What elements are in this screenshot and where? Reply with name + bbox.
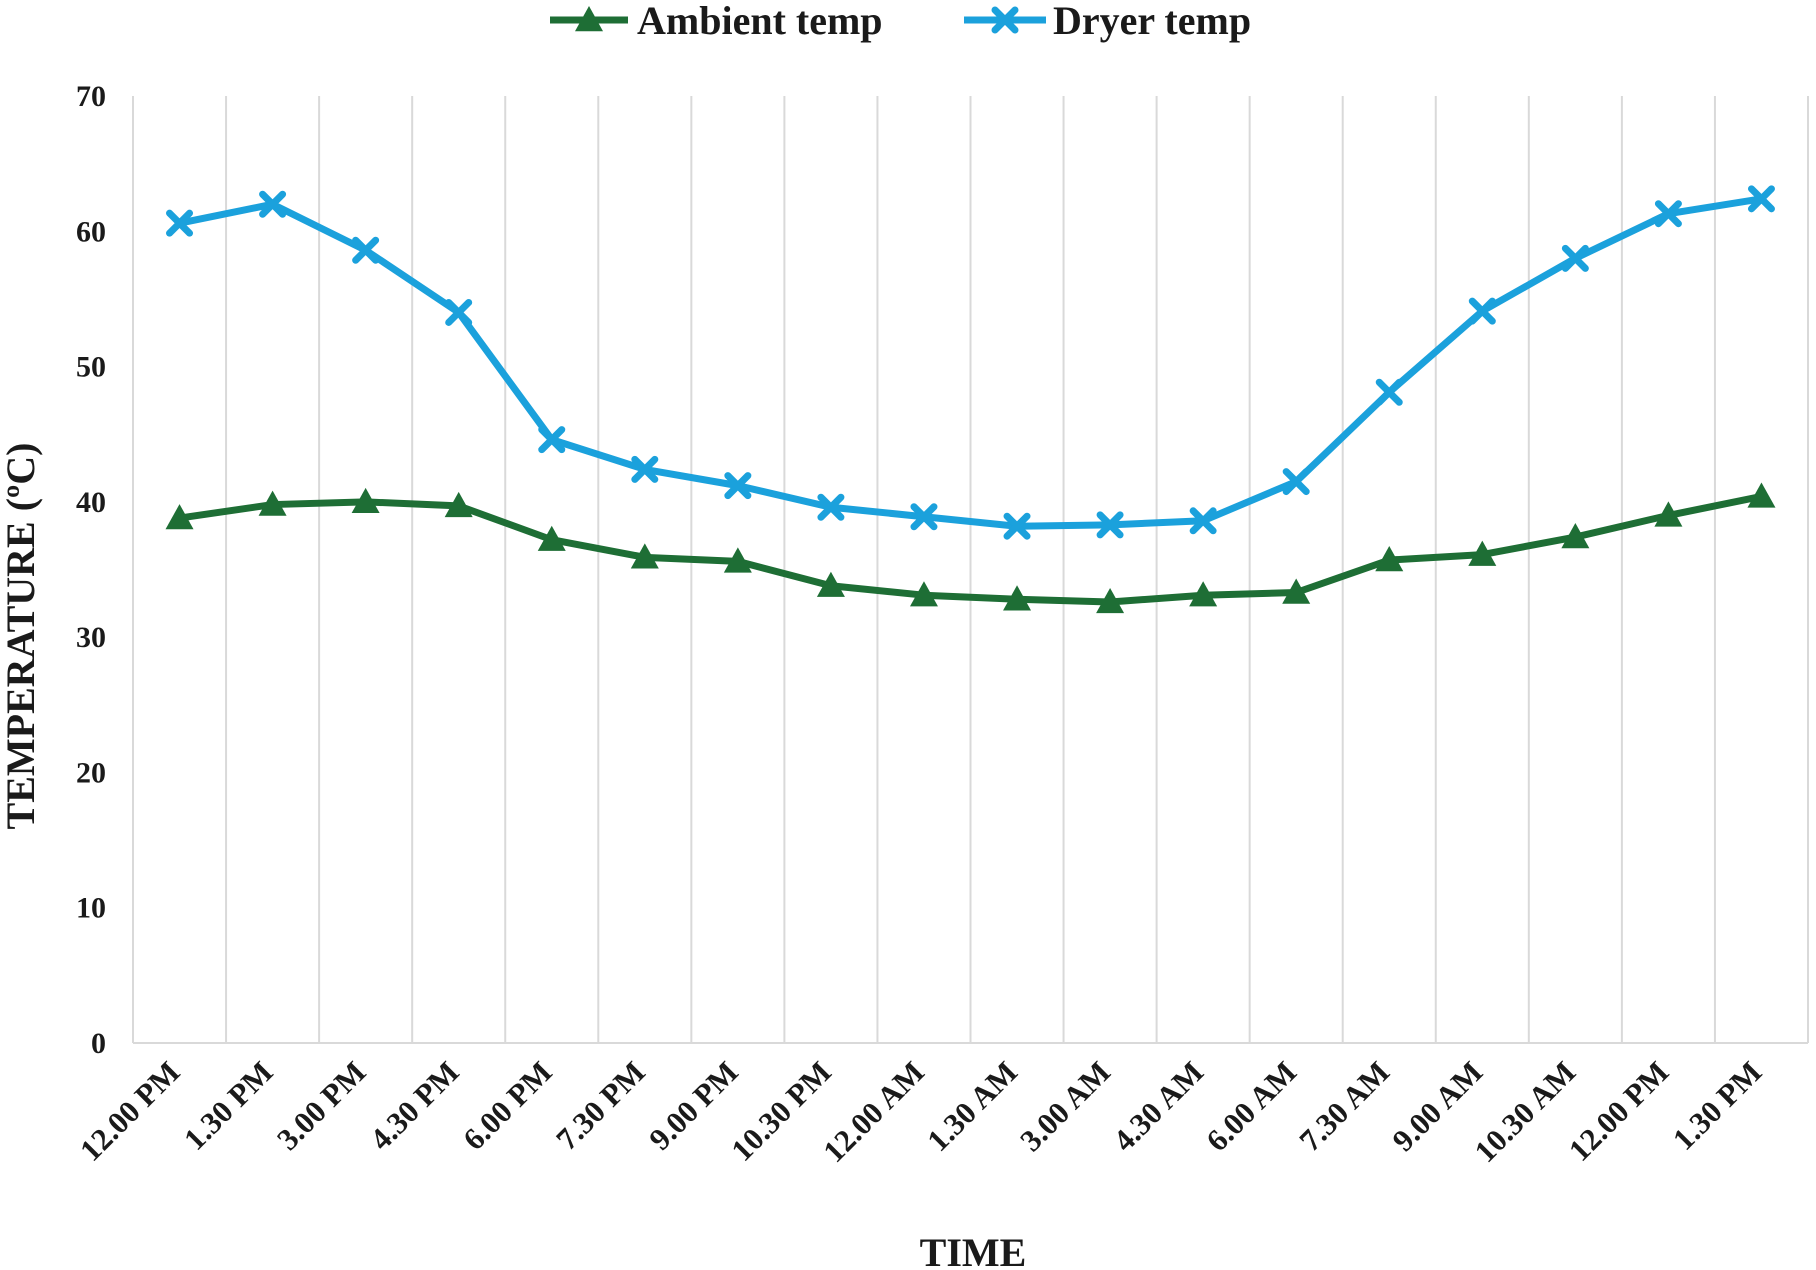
x-marker: [1375, 378, 1403, 406]
y-tick-label: 10: [76, 892, 106, 925]
x-tick-label: 10.30 PM: [724, 1054, 838, 1168]
y-tick-label: 30: [76, 621, 106, 654]
y-axis-ticks: 0 10 20 30 40 50 60 70: [76, 80, 106, 1060]
y-tick-label: 0: [91, 1027, 106, 1060]
x-tick-label: 12.00 PM: [73, 1054, 187, 1168]
x-marker: [1282, 468, 1310, 496]
y-tick-label: 50: [76, 351, 106, 384]
x-marker: [991, 6, 1019, 34]
legend-item: Ambient temp: [550, 0, 883, 43]
x-tick-label: 4.30 PM: [363, 1054, 466, 1157]
x-tick-label: 12.00 PM: [1562, 1054, 1676, 1168]
x-tick-label: 1.30 AM: [920, 1054, 1024, 1158]
legend-item: Dryer temp: [964, 0, 1251, 43]
x-marker: [817, 493, 845, 521]
legend-label: Dryer temp: [1053, 0, 1251, 43]
x-axis-ticks: 12.00 PM1.30 PM3.00 PM4.30 PM6.00 PM7.30…: [73, 1054, 1769, 1169]
triangle-marker: [909, 581, 938, 607]
x-marker: [1189, 507, 1217, 535]
x-tick-label: 1.30 PM: [177, 1054, 280, 1157]
triangle-marker: [1561, 523, 1590, 549]
triangle-marker: [1375, 546, 1404, 572]
x-tick-label: 6.00 PM: [456, 1054, 559, 1157]
x-tick-label: 7.30 AM: [1292, 1054, 1396, 1158]
x-tick-label: 4.30 AM: [1106, 1054, 1210, 1158]
legend: Ambient temp Dryer temp: [550, 0, 1251, 43]
triangle-marker: [723, 547, 752, 573]
triangle-marker: [1654, 501, 1683, 527]
triangle-marker: [1282, 578, 1311, 604]
triangle-marker: [258, 490, 287, 516]
x-marker: [910, 503, 938, 531]
x-marker: [445, 298, 473, 326]
x-tick-label: 3.00 PM: [270, 1054, 373, 1157]
triangle-marker: [575, 6, 603, 32]
grid-lines: [132, 96, 1809, 1044]
x-marker: [1561, 244, 1589, 272]
x-tick-label: 12.00 AM: [816, 1054, 931, 1169]
x-marker: [724, 472, 752, 500]
x-tick-label: 10.30 AM: [1467, 1054, 1582, 1169]
x-marker: [1654, 200, 1682, 228]
series-line: [178, 195, 1763, 530]
x-marker: [538, 426, 566, 454]
x-marker: [1468, 297, 1496, 325]
x-marker: [1747, 185, 1775, 213]
triangle-marker: [165, 504, 194, 530]
x-marker: [166, 209, 194, 237]
triangle-marker: [816, 571, 845, 597]
x-axis-title: TIME: [920, 1230, 1027, 1270]
x-tick-label: 1.30 PM: [1666, 1054, 1769, 1157]
y-tick-label: 40: [76, 486, 106, 519]
triangle-marker: [1468, 540, 1497, 566]
series-dryer-temp: [166, 185, 1775, 540]
x-marker: [352, 236, 380, 264]
x-marker: [1003, 512, 1031, 540]
triangle-marker: [351, 487, 380, 514]
x-tick-label: 7.30 PM: [549, 1054, 652, 1157]
x-marker: [631, 455, 659, 483]
series-ambient-temp: [165, 482, 1776, 614]
triangle-marker: [1096, 587, 1125, 614]
triangle-marker: [1003, 585, 1032, 611]
y-tick-label: 20: [76, 756, 106, 789]
series-line: [179, 493, 1763, 606]
y-tick-label: 60: [76, 215, 106, 248]
x-marker: [1096, 511, 1124, 539]
y-axis-title: TEMPERATURE (ºC): [0, 443, 43, 830]
y-tick-label: 70: [76, 80, 106, 113]
x-tick-label: 6.00 AM: [1199, 1054, 1303, 1158]
x-marker: [259, 190, 287, 218]
x-tick-label: 3.00 AM: [1013, 1054, 1117, 1158]
series-layer: [165, 185, 1776, 614]
triangle-marker: [444, 491, 473, 518]
triangle-marker: [1189, 581, 1218, 607]
triangle-marker: [630, 543, 659, 569]
triangle-marker: [1747, 482, 1776, 508]
legend-label: Ambient temp: [637, 0, 883, 43]
triangle-marker: [537, 525, 566, 551]
